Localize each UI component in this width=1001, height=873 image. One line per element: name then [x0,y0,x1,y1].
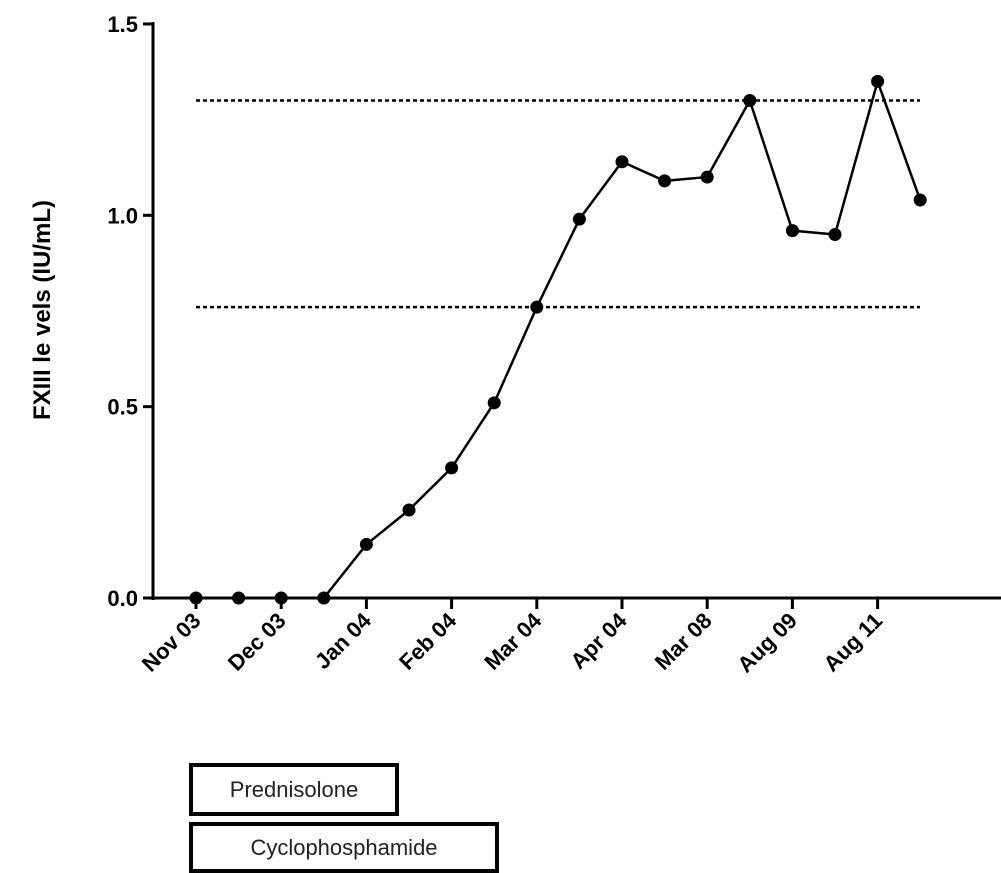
reference-lines [196,99,920,309]
data-point [658,174,672,188]
x-tick-label: Mar 08 [650,608,717,675]
data-point [615,155,629,169]
x-tick-label: Feb 04 [394,607,462,675]
x-tick-label: Jan 04 [310,607,377,674]
y-tick-label: 1.0 [107,203,138,228]
data-point [487,396,501,410]
data-point [871,74,885,88]
x-tick-label: Apr 04 [565,607,632,674]
series-line [196,80,922,600]
cyclophosphamide-label: Cyclophosphamide [189,822,499,873]
x-tick-label: Aug 11 [818,608,887,677]
x-tick-label: Nov 03 [137,608,206,677]
data-point [700,170,714,184]
data-point [913,193,927,207]
y-tick-label: 0.0 [107,586,138,611]
data-point [232,591,246,605]
data-point [359,537,373,551]
data-point [317,591,331,605]
series-polyline [196,80,922,600]
data-point [445,461,459,475]
y-axis-title: FXIII le vels (IU/mL) [29,200,56,420]
data-point [828,227,842,241]
y-tick-label: 1.5 [107,12,138,37]
data-point [572,212,586,226]
data-point [530,300,544,314]
data-point [274,591,288,605]
x-tick-label: Aug 09 [732,608,802,678]
data-points [189,74,927,605]
data-point [402,503,416,517]
data-point [785,224,799,238]
x-tick-label: Mar 04 [479,607,547,675]
prednisolone-label: Prednisolone [189,763,399,816]
y-ticks: 0.0 0.5 1.0 1.5 [107,12,153,611]
data-point [743,94,757,108]
y-tick-label: 0.5 [107,395,138,420]
data-point [189,591,203,605]
axes [151,22,1001,600]
x-ticks: Nov 03 Dec 03 Jan 04 Feb 04 Mar 04 Apr 04 Mar … [137,598,887,677]
x-tick-label: Dec 03 [223,608,291,676]
